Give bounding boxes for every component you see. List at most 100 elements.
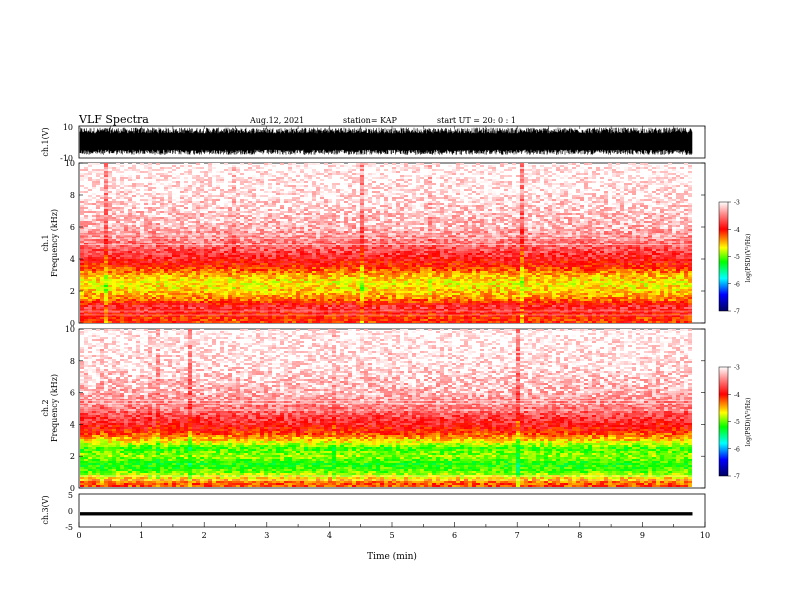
- ch1-spec-cell: [396, 203, 400, 205]
- ch1-spec-cell: [260, 245, 264, 247]
- ch1-spec-cell: [160, 179, 164, 181]
- ch1-spec-cell: [188, 215, 192, 217]
- ch1-spec-cell: [528, 207, 532, 209]
- ch1-spec-cell: [364, 239, 368, 241]
- ch1-spec-cell: [600, 203, 604, 205]
- ch1-spec-cell: [96, 191, 100, 193]
- ch1-spec-cell: [300, 179, 304, 181]
- ch1-spec-cell: [384, 207, 388, 209]
- ch1-spec-cell: [172, 215, 176, 217]
- ch1-spec-cell: [468, 225, 472, 227]
- ch1-spec-cell: [628, 183, 632, 185]
- ch1-spec-cell: [640, 205, 644, 207]
- ch1-spec-cell: [328, 217, 332, 219]
- ch1-spec-cell: [564, 241, 568, 243]
- ch1-spec-cell: [88, 179, 92, 181]
- ch1-spec-cell: [244, 241, 248, 243]
- ch1-spec-cell: [144, 229, 148, 231]
- ch1-spec-cell: [424, 207, 428, 209]
- ch1-spec-cell: [360, 163, 364, 165]
- ch1-spec-cell: [104, 201, 108, 203]
- ch1-spec-cell: [104, 247, 108, 249]
- ch1-spec-cell: [536, 239, 540, 241]
- ch1-spec-cell: [520, 171, 524, 173]
- ch1-spec-cell: [312, 207, 316, 209]
- ch1-spec-cell: [164, 177, 168, 179]
- ch1-spec-cell: [120, 179, 124, 181]
- ch1-spec-cell: [500, 241, 504, 243]
- ch1-spec-cell: [204, 201, 208, 203]
- ch1-spec-cell: [196, 175, 200, 177]
- ch1-spec-cell: [84, 245, 88, 247]
- ch1-spec-cell: [124, 231, 128, 233]
- ch1-spec-cell: [504, 219, 508, 221]
- ch1-spec-cell: [620, 181, 624, 183]
- ch1-spec-cell: [228, 227, 232, 229]
- ch1-spec-cell: [260, 173, 264, 175]
- ch1-spec-cell: [244, 169, 248, 171]
- ch1-spec-cell: [328, 191, 332, 193]
- ch1-spec-cell: [224, 229, 228, 231]
- ch1-spec-cell: [344, 241, 348, 243]
- ch1-spec-cell: [316, 187, 320, 189]
- ch1-spec-cell: [232, 203, 236, 205]
- ch1-spec-cell: [116, 197, 120, 199]
- ch1-spec-cell: [612, 213, 616, 215]
- ch1-spec-cell: [524, 225, 528, 227]
- ch1-spec-cell: [480, 187, 484, 189]
- ch1-spec-cell: [544, 201, 548, 203]
- ch1-spec-cell: [224, 171, 228, 173]
- ch1-spec-cell: [572, 241, 576, 243]
- ch1-spec-cell: [344, 165, 348, 167]
- ch1-spec-cell: [92, 223, 96, 225]
- ch1-spec-cell: [452, 207, 456, 209]
- ch1-spec-cell: [660, 209, 664, 211]
- ch1-spec-cell: [252, 241, 256, 243]
- ch1-spec-cell: [408, 205, 412, 207]
- ch1-spec-cell: [456, 231, 460, 233]
- ch1-spec-cell: [388, 189, 392, 191]
- ch1-spec-cell: [380, 241, 384, 243]
- ch1-spec-cell: [608, 239, 612, 241]
- ch1-spec-cell: [584, 169, 588, 171]
- ch1-spec-cell: [424, 205, 428, 207]
- ch1-spec-cell: [292, 189, 296, 191]
- ch1-spec-cell: [352, 173, 356, 175]
- ch1-spec-cell: [264, 219, 268, 221]
- ch1-spec-cell: [428, 201, 432, 203]
- ch1-spec-cell: [364, 175, 368, 177]
- ch1-spec-cell: [684, 211, 688, 213]
- ch1-spec-cell: [680, 217, 684, 219]
- ch1-spec-cell: [584, 187, 588, 189]
- ch1-spec-cell: [168, 183, 172, 185]
- ch1-spec-cell: [352, 247, 356, 249]
- ch1-spec-cell: [488, 183, 492, 185]
- ch1-spec-cell: [588, 245, 592, 247]
- ch1-spec-cell: [552, 215, 556, 217]
- ch1-spec-cell: [652, 211, 656, 213]
- ch1-spec-cell: [300, 227, 304, 229]
- ch1-spec-cell: [552, 223, 556, 225]
- ch1-spec-cell: [488, 223, 492, 225]
- ch1-spec-cell: [688, 203, 692, 205]
- ch1-spec-cell: [156, 169, 160, 171]
- ch1-spec-cell: [80, 209, 84, 211]
- ch1-spec-cell: [428, 211, 432, 213]
- ch1-spec-cell: [240, 215, 244, 217]
- ch1-spec-cell: [592, 215, 596, 217]
- ch1-spec-cell: [372, 219, 376, 221]
- ch1-spec-cell: [200, 209, 204, 211]
- ch1-spec-cell: [224, 205, 228, 207]
- ch1-spec-cell: [396, 205, 400, 207]
- ch1-spec-cell: [552, 185, 556, 187]
- ch1-spec-cell: [484, 245, 488, 247]
- ch1-spec-cell: [492, 239, 496, 241]
- ch1-spec-cell: [276, 241, 280, 243]
- ch1-spec-cell: [548, 247, 552, 249]
- ch1-spec-cell: [608, 177, 612, 179]
- ch1-spec-cell: [236, 245, 240, 247]
- ch1-spec-cell: [240, 241, 244, 243]
- ch1-spec-cell: [328, 215, 332, 217]
- ch1-spec-cell: [636, 165, 640, 167]
- ch1-spec-cell: [124, 215, 128, 217]
